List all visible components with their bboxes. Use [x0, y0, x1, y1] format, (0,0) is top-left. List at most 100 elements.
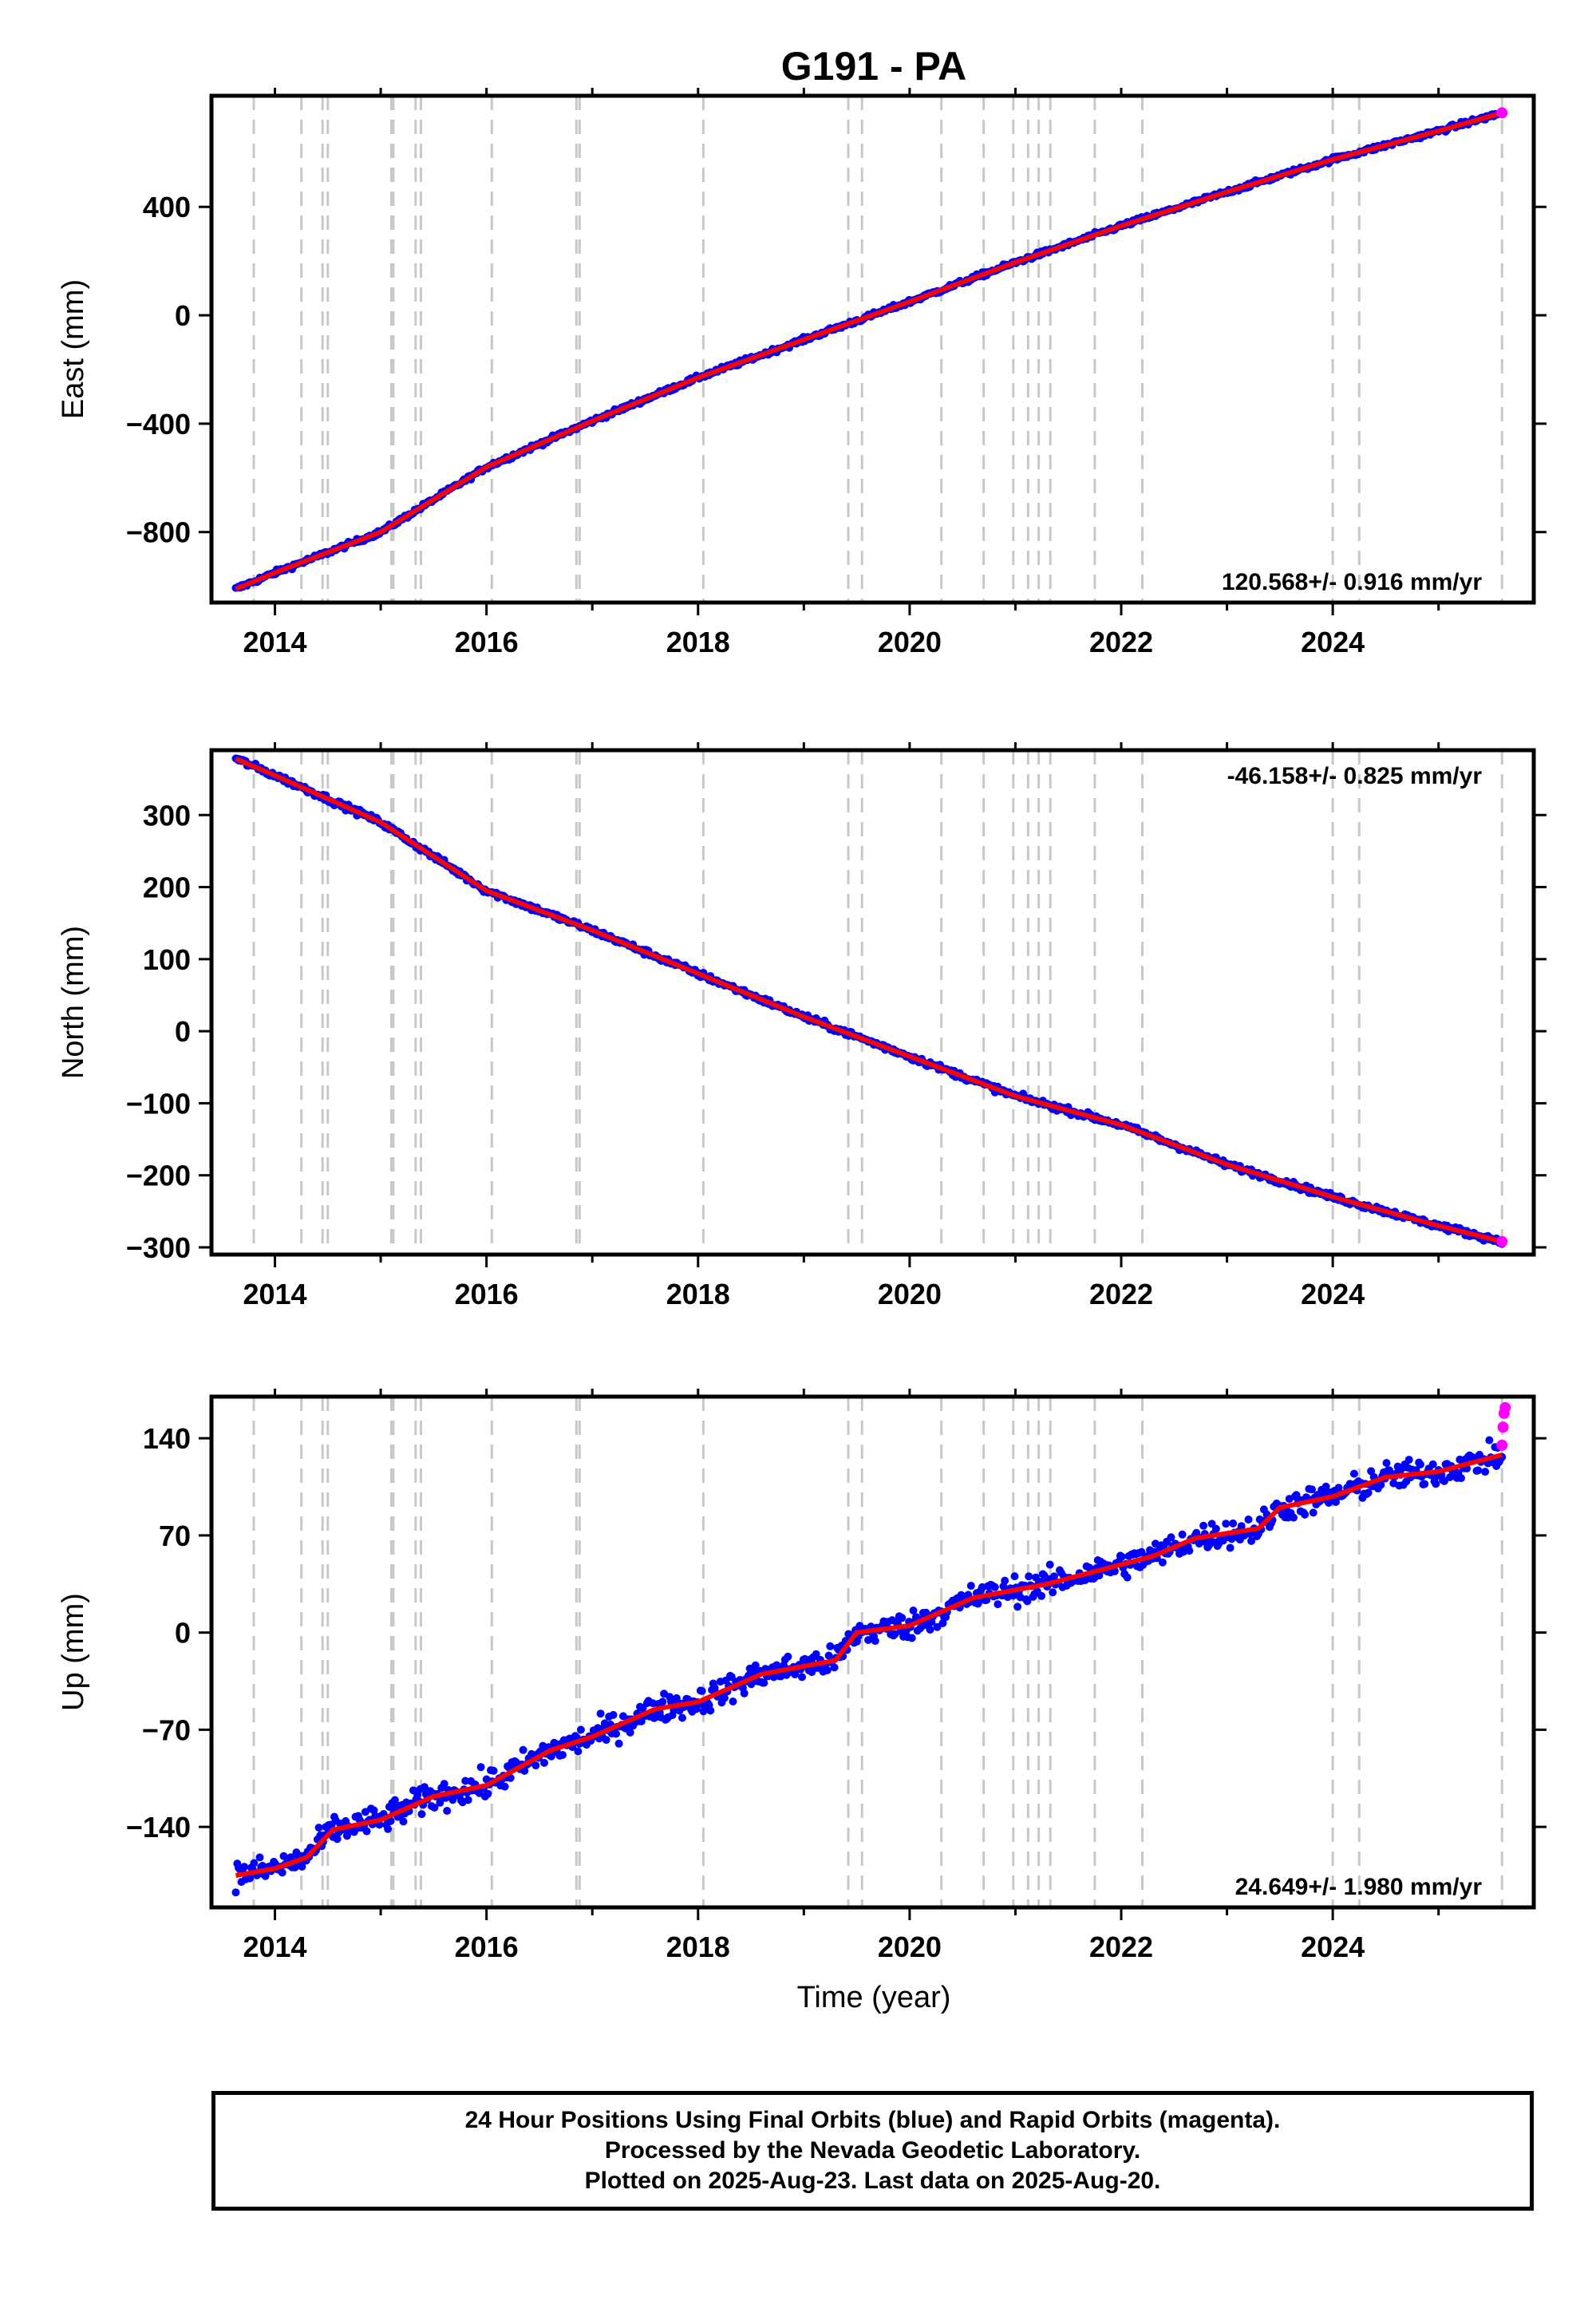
data-point	[1049, 1588, 1057, 1597]
footer-line-3: Plotted on 2025-Aug-23. Last data on 202…	[584, 2168, 1161, 2194]
data-point	[672, 1694, 681, 1702]
data-point	[440, 1780, 448, 1788]
data-point	[246, 1874, 255, 1883]
data-point	[1416, 1460, 1424, 1468]
y-tick-label: −70	[142, 1713, 191, 1746]
x-tick-label: 2016	[455, 1931, 519, 1963]
data-point	[614, 1739, 623, 1748]
data-point	[1009, 1591, 1017, 1600]
data-point	[1226, 1543, 1235, 1552]
data-point	[421, 1783, 429, 1792]
y-axis-label: Up (mm)	[57, 1593, 90, 1711]
data-point	[720, 1694, 729, 1702]
data-point	[830, 1663, 839, 1672]
data-point	[1290, 1513, 1298, 1522]
data-point	[1045, 1560, 1054, 1569]
y-tick-label: 0	[175, 1015, 191, 1048]
y-tick-label: −300	[126, 1231, 191, 1264]
data-point	[594, 1724, 602, 1733]
data-point	[772, 1661, 781, 1670]
data-point	[278, 1868, 286, 1877]
y-tick-label: 400	[143, 191, 191, 223]
data-point	[520, 1766, 529, 1775]
x-tick-label: 2018	[666, 1278, 730, 1310]
x-tick-label: 2016	[455, 626, 519, 658]
data-point	[784, 1652, 792, 1661]
model-line	[235, 1452, 1503, 1878]
y-tick-label: −400	[126, 408, 191, 441]
data-point	[547, 1752, 555, 1761]
data-point	[1321, 1482, 1330, 1491]
data-point	[1185, 1547, 1194, 1555]
y-tick-label: −100	[126, 1087, 191, 1120]
x-tick-label: 2014	[243, 626, 306, 658]
data-point	[1211, 1524, 1220, 1533]
plot-frame	[209, 1394, 1536, 1910]
data-point	[1364, 1488, 1373, 1497]
rate-label: 24.649+/- 1.980 mm/yr	[1235, 1874, 1483, 1900]
data-point	[612, 1729, 620, 1738]
x-axis-label: Time (year)	[797, 1981, 951, 2014]
data-points	[231, 754, 1507, 1248]
data-point	[994, 1600, 1002, 1609]
data-point	[609, 1710, 618, 1719]
x-tick-label: 2024	[1301, 1278, 1365, 1310]
y-axis-label: East (mm)	[57, 279, 90, 419]
data-point	[231, 1888, 240, 1897]
x-tick-label: 2022	[1089, 1931, 1153, 1963]
data-point	[1025, 1572, 1033, 1581]
data-points	[231, 109, 1507, 592]
x-tick-label: 2024	[1301, 1931, 1365, 1963]
y-axis-label: North (mm)	[57, 926, 90, 1079]
data-point	[1167, 1533, 1175, 1542]
data-point	[1178, 1530, 1187, 1539]
data-point	[448, 1796, 457, 1804]
rapid-point	[1499, 1401, 1511, 1413]
x-tick-label: 2020	[878, 626, 942, 658]
data-point	[1428, 1460, 1437, 1468]
data-point	[500, 1782, 509, 1791]
y-tick-label: 300	[143, 799, 191, 832]
data-point	[417, 1810, 426, 1819]
x-tick-label: 2018	[666, 626, 730, 658]
data-point	[1404, 1456, 1413, 1464]
data-point	[531, 1761, 540, 1770]
x-tick-label: 2022	[1089, 1278, 1153, 1310]
data-point	[1123, 1573, 1132, 1582]
data-point	[871, 1637, 879, 1646]
data-point	[1244, 1516, 1253, 1524]
data-point	[1158, 1558, 1167, 1567]
data-point	[1247, 1536, 1256, 1545]
y-tick-label: 70	[159, 1520, 191, 1552]
data-point	[255, 1853, 264, 1862]
data-point	[823, 1666, 832, 1674]
panel-north: −300 −200 −100 0 100 200 300 2014 2016 2018 2020 20…	[57, 742, 1547, 1310]
rate-label: 120.568+/- 0.916 mm/yr	[1222, 569, 1482, 595]
data-points	[231, 1436, 1507, 1897]
data-point	[430, 1804, 439, 1812]
data-point	[658, 1697, 667, 1706]
plot-frame	[209, 748, 1536, 1257]
data-point	[390, 1796, 399, 1804]
data-point	[261, 1871, 270, 1880]
data-point	[1382, 1459, 1391, 1468]
data-point	[1037, 1591, 1046, 1600]
data-point	[1432, 1480, 1440, 1488]
y-tick-label: −140	[126, 1811, 191, 1844]
y-tick-label: 100	[143, 943, 191, 976]
data-point	[240, 1863, 249, 1871]
data-point	[760, 1678, 768, 1687]
data-point	[1137, 1547, 1146, 1556]
x-tick-label: 2022	[1089, 626, 1153, 658]
y-tick-label: 140	[143, 1422, 191, 1455]
y-tick-label: 0	[175, 1617, 191, 1650]
data-point	[602, 1736, 610, 1745]
panels: −800 −400 0 400 2014 2016 2018 2020 2022 2024 East…	[57, 88, 1547, 1963]
data-point	[1023, 1597, 1032, 1606]
data-point	[464, 1796, 472, 1804]
data-point	[1001, 1576, 1009, 1585]
data-point	[706, 1706, 715, 1715]
data-point	[740, 1689, 749, 1697]
footer-box: 24 Hour Positions Using Final Orbits (bl…	[211, 2091, 1534, 2211]
